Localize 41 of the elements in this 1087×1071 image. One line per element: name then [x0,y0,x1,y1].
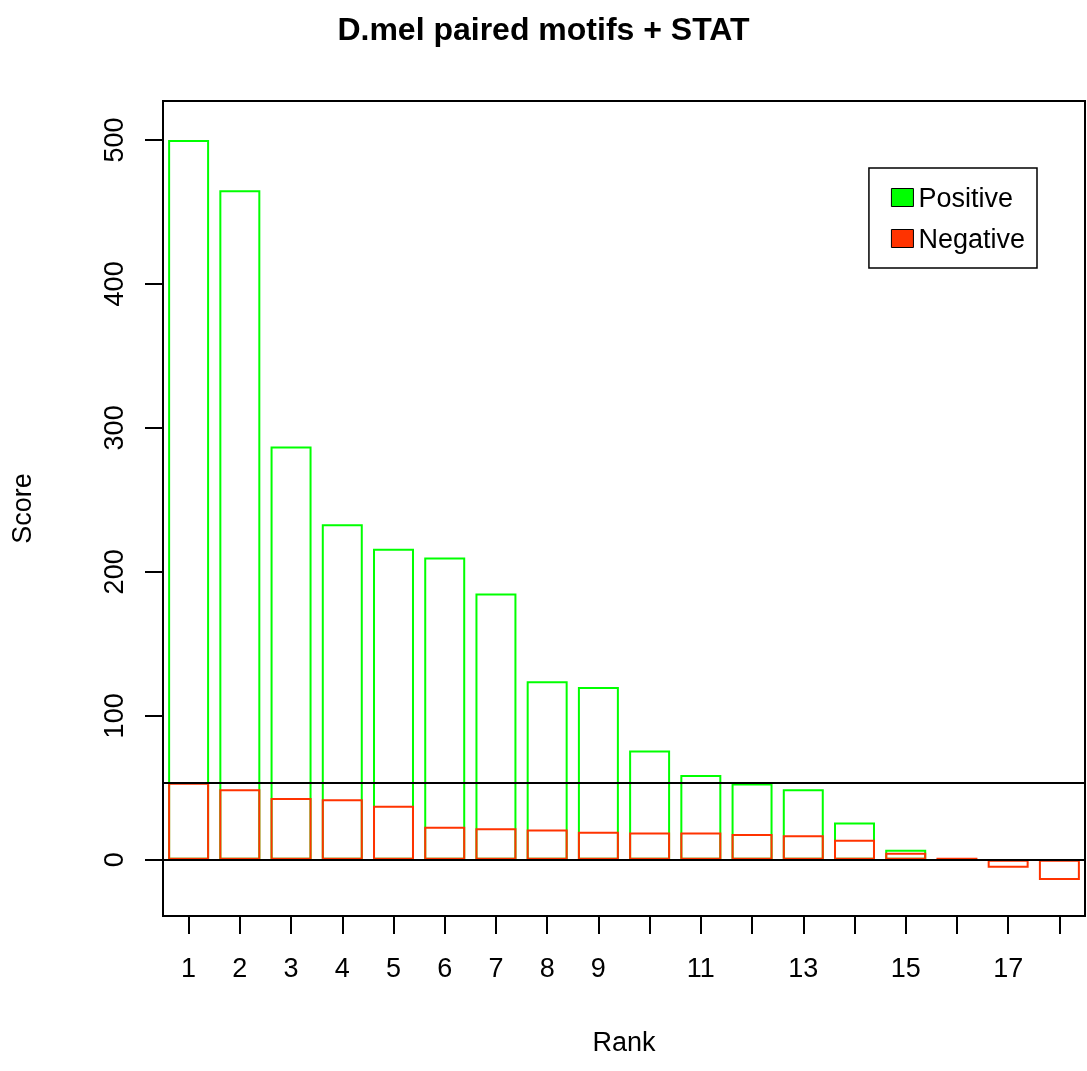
bar [168,782,210,860]
x-tick-label: 6 [437,952,453,983]
x-tick-label: 8 [539,952,555,983]
x-tick-label: 5 [385,952,402,983]
y-tick-label: 100 [98,693,129,739]
x-tick-label: 13 [788,952,819,983]
bar [577,831,619,860]
x-tick-label: 4 [334,952,350,983]
bar [1038,859,1080,880]
bar [526,829,568,860]
y-tick-label: 300 [98,405,129,451]
y-axis-title: Score [6,473,37,544]
bar [680,832,722,860]
x-tick-label: 2 [232,952,248,983]
bar [321,799,363,860]
bar [270,797,312,860]
bar [373,805,414,860]
y-tick-label: 400 [98,261,129,307]
x-tick-label: 11 [686,952,715,983]
bar [834,839,875,860]
legend-label: Positive [918,182,1013,213]
y-tick-label: 500 [98,117,129,163]
x-tick-label: 17 [993,952,1024,983]
chart-title: D.mel paired motifs + STAT [337,11,751,47]
y-tick-label: 200 [98,549,129,595]
x-axis-title: Rank [592,1026,657,1057]
bar [936,857,978,860]
bar [782,835,824,860]
y-tick-label: 0 [98,852,129,868]
x-tick-label: 9 [590,952,606,983]
bar [475,828,517,860]
bar [987,859,1029,868]
x-tick-label: 7 [488,952,504,983]
bar [731,833,773,860]
x-tick-label: 1 [181,952,197,983]
x-tick-label: 15 [890,952,921,983]
x-tick-label: 3 [283,952,299,983]
bar [424,826,466,860]
bar [629,832,671,860]
bar [219,789,261,860]
legend-label: Negative [918,223,1026,254]
